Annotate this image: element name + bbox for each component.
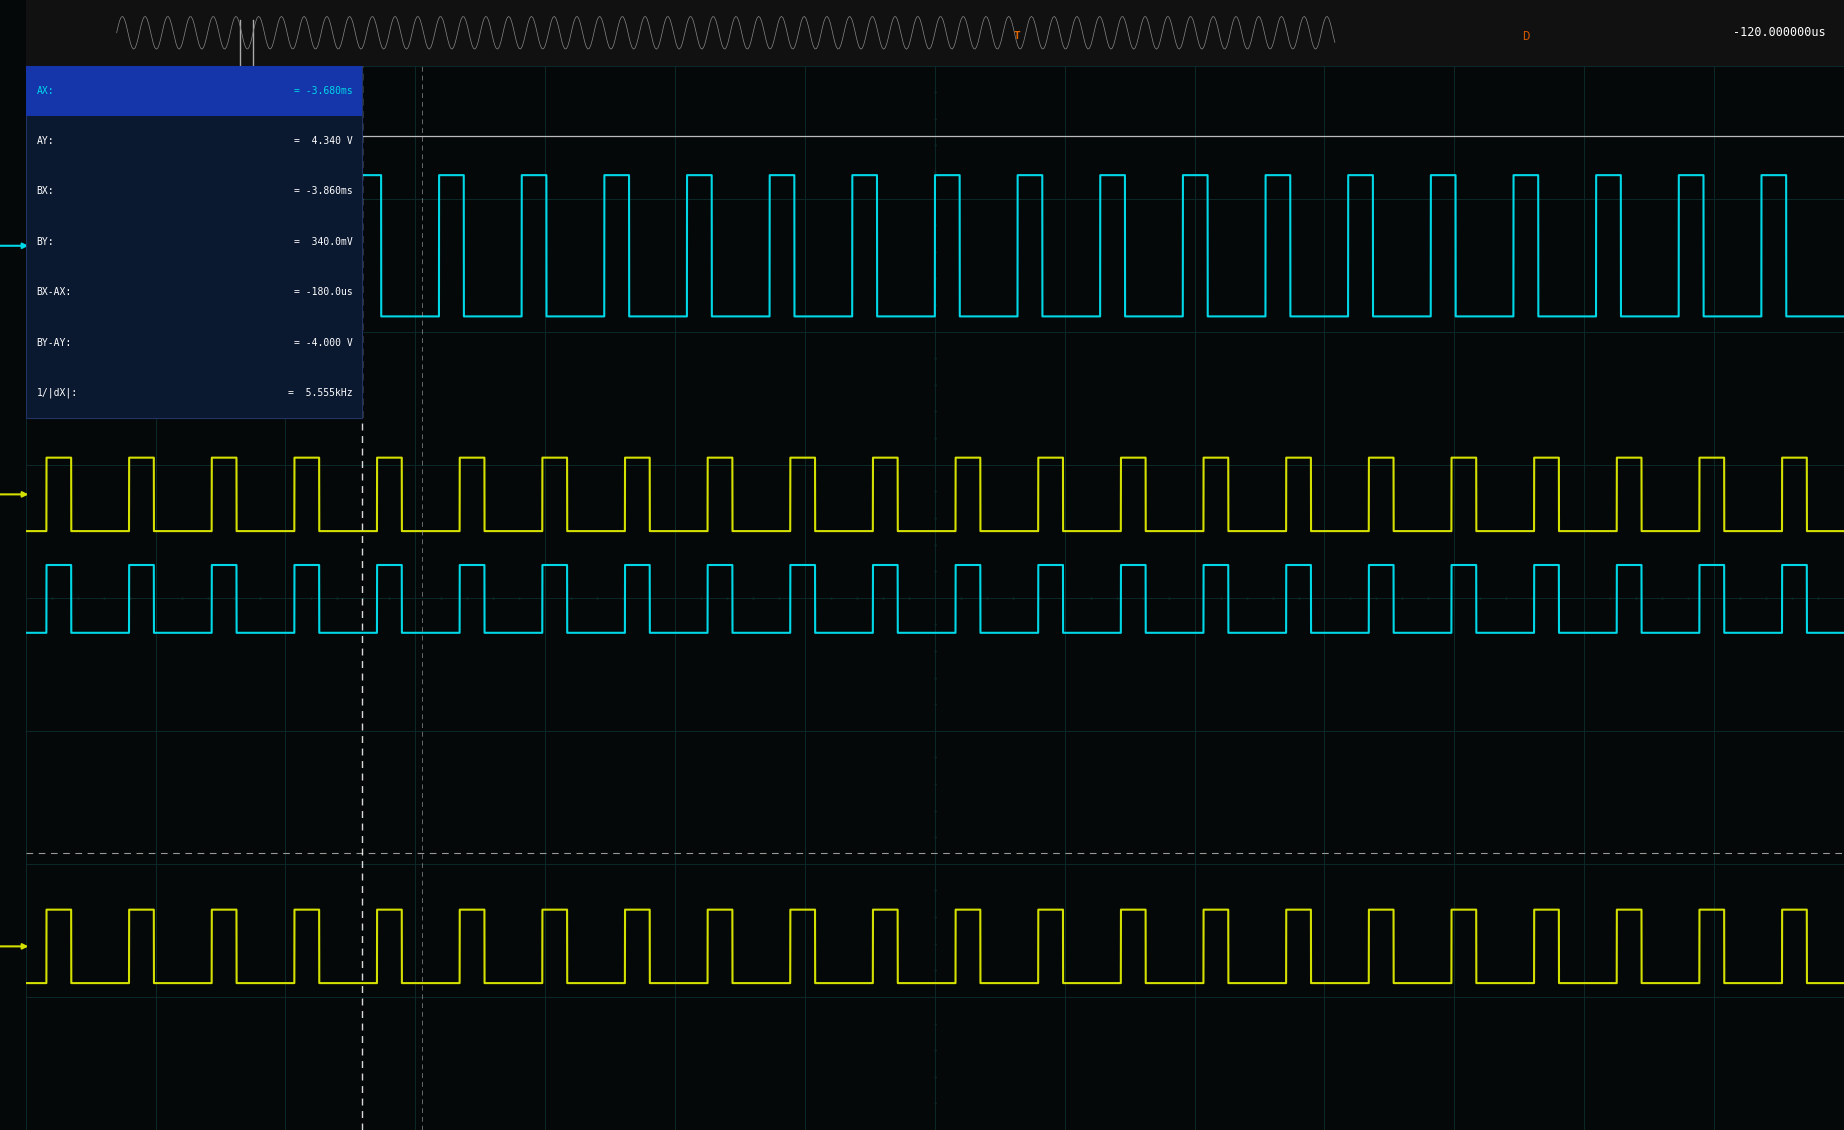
Text: =  340.0mV: = 340.0mV bbox=[295, 237, 352, 246]
Text: = -3.860ms: = -3.860ms bbox=[295, 186, 352, 197]
Text: D: D bbox=[1521, 29, 1529, 43]
Text: BX-AX:: BX-AX: bbox=[37, 287, 72, 297]
Text: BY-AY:: BY-AY: bbox=[37, 338, 72, 348]
Bar bbox=[26, 0, 1844, 66]
Text: = -180.0us: = -180.0us bbox=[295, 287, 352, 297]
Text: = -4.000 V: = -4.000 V bbox=[295, 338, 352, 348]
Text: =  4.340 V: = 4.340 V bbox=[295, 136, 352, 146]
Text: AY:: AY: bbox=[37, 136, 53, 146]
Text: T: T bbox=[1014, 31, 1020, 41]
Text: 1/|dX|:: 1/|dX|: bbox=[37, 388, 77, 398]
Bar bbox=[26, 66, 361, 418]
Bar bbox=[26, 66, 361, 116]
Text: BY:: BY: bbox=[37, 237, 53, 246]
Text: AX:: AX: bbox=[37, 86, 53, 96]
Text: = -3.680ms: = -3.680ms bbox=[295, 86, 352, 96]
Text: -120.000000us: -120.000000us bbox=[1733, 26, 1826, 40]
Text: =  5.555kHz: = 5.555kHz bbox=[288, 388, 352, 398]
Text: BX:: BX: bbox=[37, 186, 53, 197]
